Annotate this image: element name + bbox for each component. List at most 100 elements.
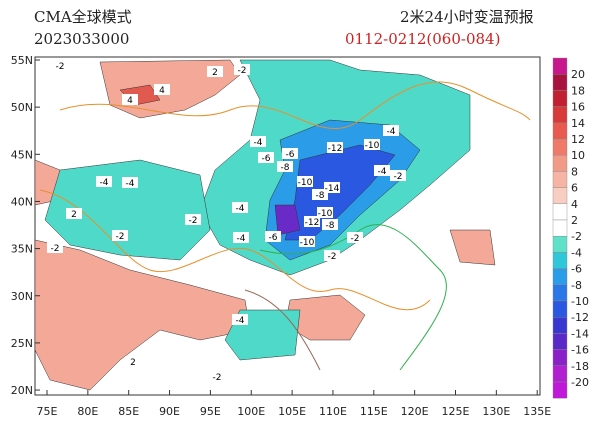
lat-label: 40N: [11, 195, 33, 208]
contour-label: -2: [328, 252, 337, 262]
contour-label: -2: [189, 216, 198, 226]
contour-label-bg: [185, 214, 201, 225]
colorbar-swatch: [552, 252, 568, 269]
contour-label: -12: [305, 218, 320, 228]
borders: [39, 81, 531, 371]
colorbar-label: 14: [571, 117, 585, 130]
colorbar-label: 8: [571, 165, 578, 178]
contour-label: -8: [326, 221, 335, 231]
colorbar-label: 10: [571, 149, 585, 162]
lon-label: 110E: [319, 405, 347, 418]
contour-label: 4: [159, 86, 165, 96]
colorbar-swatch: [552, 138, 568, 156]
colorbar-label: -20: [571, 376, 589, 389]
lon-label: 130E: [482, 405, 510, 418]
colorbar-swatch: [552, 73, 568, 91]
contour-label-bg: [154, 84, 170, 95]
colorbar-label: -14: [571, 327, 589, 340]
lat-label: 25N: [11, 337, 33, 350]
contour-label: -4: [387, 127, 396, 137]
colorbar-swatch: [552, 333, 568, 350]
contour-label-bg: [312, 189, 328, 200]
contour-label-bg: [122, 177, 138, 188]
product-title: 2米24小时变温预报: [400, 8, 534, 26]
colorbar-swatch: [552, 235, 568, 253]
contour-label-bg: [207, 66, 223, 77]
contour-label: -4: [378, 167, 387, 177]
lon-label: 105E: [278, 405, 306, 418]
contour-label: -4: [236, 316, 245, 326]
colorbar-label: -18: [571, 360, 589, 373]
contour-label: -4: [236, 204, 245, 214]
contour-label: -10: [298, 178, 313, 188]
lon-label: 115E: [360, 405, 388, 418]
contour-label: 2: [130, 358, 136, 368]
lon-label: 90E: [159, 405, 180, 418]
colorbar-swatch: [552, 381, 568, 399]
colorbar-label: -10: [571, 295, 589, 308]
contour-label-bg: [233, 232, 249, 243]
colorbar-swatch: [552, 268, 568, 286]
contour-label-bg: [297, 176, 313, 187]
contour-label: -10: [365, 141, 380, 151]
colorbar-swatch: [552, 219, 568, 237]
contour-label-bg: [232, 314, 248, 325]
contour-label-bg: [299, 236, 315, 247]
lon-label: 85E: [118, 405, 139, 418]
lon-label: 135E: [523, 405, 551, 418]
contour-label: -2: [351, 234, 360, 244]
colorbar-swatch: [552, 300, 568, 318]
contour-label-bg: [112, 230, 128, 241]
contour-label: -4: [237, 234, 246, 244]
contour-label-bg: [47, 242, 63, 253]
contour-label: -10: [300, 238, 315, 248]
contour-label: -14: [325, 184, 340, 194]
map: -242 -24-4-2-4-6-8-10-12 -10-6-4-8-10-14-4…: [34, 56, 541, 396]
valid-time: 0112-0212(060-084): [345, 30, 500, 48]
contour-label-bg: [125, 356, 141, 367]
colorbar-swatch: [552, 106, 568, 123]
contour-label-bg: [66, 208, 82, 219]
lon-label: 120E: [401, 405, 429, 418]
colorbar-label: 12: [571, 133, 585, 146]
colorbar-label: -16: [571, 344, 589, 357]
contour-label: 4: [127, 96, 133, 106]
contour-label-bg: [347, 232, 363, 243]
colorbar-label: -8: [571, 279, 582, 292]
colorbar-label: -2: [571, 230, 582, 243]
contour-label-bg: [317, 207, 333, 218]
colorbar-swatch: [552, 284, 568, 302]
contour-label: -4: [254, 138, 263, 148]
contour-label: -2: [213, 373, 222, 383]
contour-label-bg: [52, 60, 68, 71]
contour-label-bg: [209, 371, 225, 382]
colorbar-label: 20: [571, 68, 585, 81]
colorbar-swatch: [552, 90, 568, 107]
contour-label: -2: [238, 66, 247, 76]
contour-label: -12: [328, 144, 343, 154]
lat-label: 35N: [11, 243, 33, 256]
colorbar-swatch: [552, 203, 568, 221]
contour-label: -6: [286, 150, 295, 160]
init-time: 2023033000: [34, 30, 129, 48]
contour-label-bg: [282, 148, 298, 159]
colorbar-label: 2: [571, 214, 578, 227]
contour-label-bg: [122, 94, 138, 105]
lon-label: 80E: [77, 405, 98, 418]
contour-label-bg: [327, 142, 343, 153]
lat-label: 55N: [11, 54, 33, 67]
contour-label: 2: [71, 210, 77, 220]
colorbar-swatch: [552, 317, 568, 334]
colorbar-swatch: [552, 171, 568, 188]
contour-label: 2: [212, 68, 218, 78]
contour-label: -4: [126, 179, 135, 189]
contour-label-bg: [324, 250, 340, 261]
colorbar-label: -6: [571, 263, 582, 276]
colorbar-label: 16: [571, 101, 585, 114]
colorbar-swatch: [552, 349, 568, 367]
colorbar-label: -4: [571, 246, 582, 259]
contour-label-bg: [322, 219, 338, 230]
colorbar-swatch: [552, 57, 568, 75]
contour-label: -8: [316, 191, 325, 201]
